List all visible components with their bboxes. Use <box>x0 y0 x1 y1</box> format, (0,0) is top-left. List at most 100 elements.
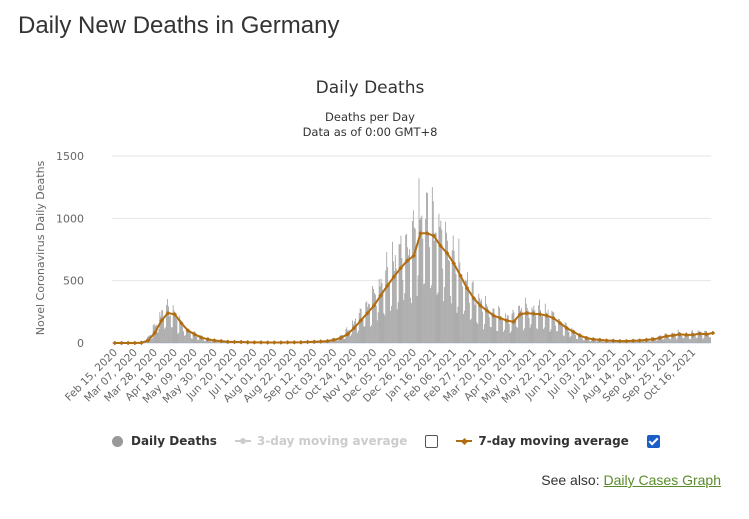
bar[interactable] <box>440 220 442 343</box>
7-day-average-point[interactable] <box>458 273 463 278</box>
7-day-average-point[interactable] <box>318 339 324 344</box>
bar[interactable] <box>210 341 212 343</box>
bar[interactable] <box>398 244 400 343</box>
bar[interactable] <box>374 292 375 343</box>
bar[interactable] <box>376 320 378 343</box>
bar[interactable] <box>170 327 172 343</box>
bar[interactable] <box>169 315 171 343</box>
bar[interactable] <box>199 335 201 343</box>
bar[interactable] <box>623 341 625 343</box>
bar[interactable] <box>499 307 501 343</box>
7-day-average-point[interactable] <box>165 310 171 316</box>
bar[interactable] <box>223 341 224 343</box>
bar[interactable] <box>480 301 482 343</box>
bar[interactable] <box>413 227 415 344</box>
bar[interactable] <box>415 249 417 343</box>
bar[interactable] <box>482 311 483 343</box>
bar[interactable] <box>186 328 187 343</box>
bar[interactable] <box>582 340 584 343</box>
bar[interactable] <box>682 338 684 343</box>
7-day-average-point[interactable] <box>604 338 609 343</box>
bar[interactable] <box>400 235 402 343</box>
bar[interactable] <box>532 309 534 343</box>
bar[interactable] <box>352 320 353 343</box>
bar[interactable] <box>544 303 546 343</box>
bar[interactable] <box>496 330 498 343</box>
7-day-average-point[interactable] <box>451 260 456 266</box>
7-day-average-point[interactable] <box>664 333 669 339</box>
bar[interactable] <box>412 210 414 343</box>
bar[interactable] <box>445 221 446 343</box>
bar[interactable] <box>358 313 360 343</box>
bar[interactable] <box>658 336 660 343</box>
bar[interactable] <box>589 341 591 343</box>
bar[interactable] <box>486 304 487 343</box>
bar[interactable] <box>635 340 636 343</box>
bar[interactable] <box>432 201 434 343</box>
bar[interactable] <box>533 305 535 343</box>
bar[interactable] <box>466 281 467 343</box>
bar[interactable] <box>224 342 226 343</box>
bar[interactable] <box>608 340 610 343</box>
bar[interactable] <box>196 336 198 343</box>
bar[interactable] <box>669 338 670 343</box>
bar[interactable] <box>461 274 463 343</box>
bar[interactable] <box>552 311 554 343</box>
bar[interactable] <box>181 321 183 343</box>
bar[interactable] <box>467 286 469 343</box>
bar[interactable] <box>451 250 453 343</box>
7-day-average-point[interactable] <box>119 340 124 346</box>
bar[interactable] <box>180 319 182 343</box>
bar[interactable] <box>515 318 517 343</box>
bar[interactable] <box>356 332 358 343</box>
bar[interactable] <box>569 337 571 343</box>
bar[interactable] <box>604 339 606 343</box>
bar[interactable] <box>587 338 589 343</box>
bar[interactable] <box>362 318 364 343</box>
bar[interactable] <box>662 339 664 343</box>
bar[interactable] <box>522 311 523 343</box>
bar[interactable] <box>486 306 488 343</box>
bar[interactable] <box>670 339 671 343</box>
7-day-average-point[interactable] <box>431 233 437 239</box>
7-day-average-point[interactable] <box>112 340 118 346</box>
bar[interactable] <box>563 336 565 343</box>
bar[interactable] <box>179 315 181 343</box>
bar[interactable] <box>583 340 585 343</box>
bar[interactable] <box>447 240 448 343</box>
bar[interactable] <box>476 322 478 343</box>
7-day-average-point[interactable] <box>245 340 250 345</box>
bar[interactable] <box>664 333 666 343</box>
bar[interactable] <box>600 340 602 343</box>
bar[interactable] <box>523 330 524 343</box>
bar[interactable] <box>621 341 623 343</box>
bar[interactable] <box>602 341 604 343</box>
bar[interactable] <box>528 317 530 343</box>
bar[interactable] <box>391 305 392 343</box>
bar[interactable] <box>349 330 351 343</box>
bar[interactable] <box>580 334 581 343</box>
bar[interactable] <box>530 324 532 343</box>
7-day-average-point[interactable] <box>265 340 270 345</box>
bar[interactable] <box>505 313 506 343</box>
bar[interactable] <box>216 340 218 343</box>
bar[interactable] <box>629 341 631 343</box>
bar[interactable] <box>475 300 477 343</box>
legend-item-daily-deaths[interactable]: Daily Deaths <box>112 434 217 448</box>
7-day-average-point[interactable] <box>577 333 583 338</box>
bar[interactable] <box>586 338 588 343</box>
bar[interactable] <box>636 341 637 343</box>
bar[interactable] <box>323 342 325 343</box>
bar[interactable] <box>383 313 385 343</box>
bar[interactable] <box>561 324 562 344</box>
7-day-average-point[interactable] <box>331 337 337 343</box>
bar[interactable] <box>380 278 382 343</box>
bar[interactable] <box>389 282 390 343</box>
bar[interactable] <box>650 341 652 343</box>
bar[interactable] <box>616 342 617 343</box>
7-day-average-point[interactable] <box>404 258 410 263</box>
bar[interactable] <box>511 313 513 343</box>
bar[interactable] <box>366 301 368 343</box>
bar[interactable] <box>510 331 512 343</box>
7-day-average-point[interactable] <box>272 340 277 345</box>
